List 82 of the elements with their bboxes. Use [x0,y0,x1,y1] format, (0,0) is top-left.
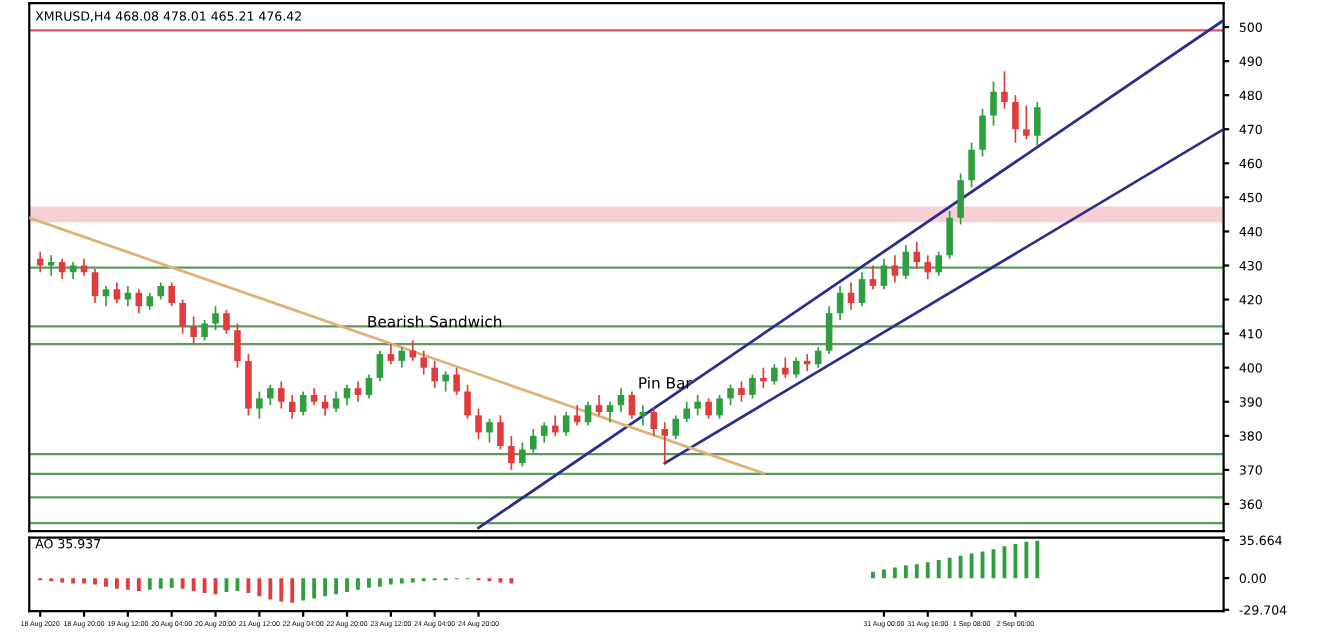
candlestick [365,373,373,400]
candlestick [990,80,997,127]
candlestick [1034,101,1041,147]
candlestick [803,353,811,372]
candlestick [486,417,493,444]
candlestick [508,434,515,471]
candlestick [891,254,899,284]
candlestick [332,390,340,413]
candlestick [354,380,362,403]
candlestick [530,428,537,454]
candlestick [1012,94,1019,144]
candlestick [464,383,471,420]
candlestick [190,315,197,345]
candlestick [343,383,351,406]
candlestick [179,298,186,335]
candlestick [924,254,932,280]
candlestick [902,244,910,280]
candlestick [595,394,603,417]
candlestick [661,421,669,464]
candlestick [573,404,581,427]
candlestick [321,394,329,417]
candlestick [387,343,395,366]
candlestick [234,322,241,369]
candlestick [442,370,449,393]
candlestick [617,387,625,413]
candlestick [979,107,986,158]
candlestick [792,356,800,379]
candlestick [782,356,789,379]
candlestick [672,414,680,441]
candlestick [36,251,44,274]
candlestick [398,346,406,369]
candlestick [124,285,132,308]
candlestick [650,407,658,437]
candlestick [957,172,964,226]
candlestick [113,281,121,304]
candlestick [705,397,712,420]
candlestick [606,400,614,424]
candlestick [201,319,208,342]
candlestick [168,281,175,308]
candlestick [1001,70,1008,110]
candlestick [683,400,690,424]
candlestick [562,411,570,437]
candlestick [475,407,482,441]
candlestick [277,380,285,410]
candlestick [760,366,767,389]
candlestick [431,360,438,389]
candlestick [376,349,384,383]
candlestick [771,363,778,386]
candlestick [1023,104,1030,141]
candlestick [420,349,428,376]
candlestick [409,339,417,362]
candlestick [91,268,99,304]
candlestick [716,394,723,420]
candlestick [825,305,833,355]
candlestick [453,366,460,396]
candlestick [267,383,274,406]
candlestick [540,421,548,444]
candlestick [58,257,66,280]
candlestick [223,308,230,335]
candlestick [694,394,701,417]
candlestick [584,400,592,427]
candlestick [212,305,219,332]
candlestick [880,257,888,291]
candlestick [869,264,877,291]
candlestick [288,394,296,420]
candlestick [738,380,745,403]
candlestick [256,390,263,420]
candlestick [102,285,110,308]
candlestick [749,373,756,400]
candlestick [935,251,942,277]
candlestick [946,210,953,260]
candlestick [968,142,975,188]
candlestick [497,414,504,451]
candlestick [727,383,734,406]
candlestick [858,271,866,308]
candlestick [847,281,855,311]
candlestick [628,390,636,420]
candlestick [245,353,252,417]
candlestick [836,285,844,321]
candlestick [299,390,307,417]
candlestick [519,441,526,468]
candlestick [913,240,921,270]
